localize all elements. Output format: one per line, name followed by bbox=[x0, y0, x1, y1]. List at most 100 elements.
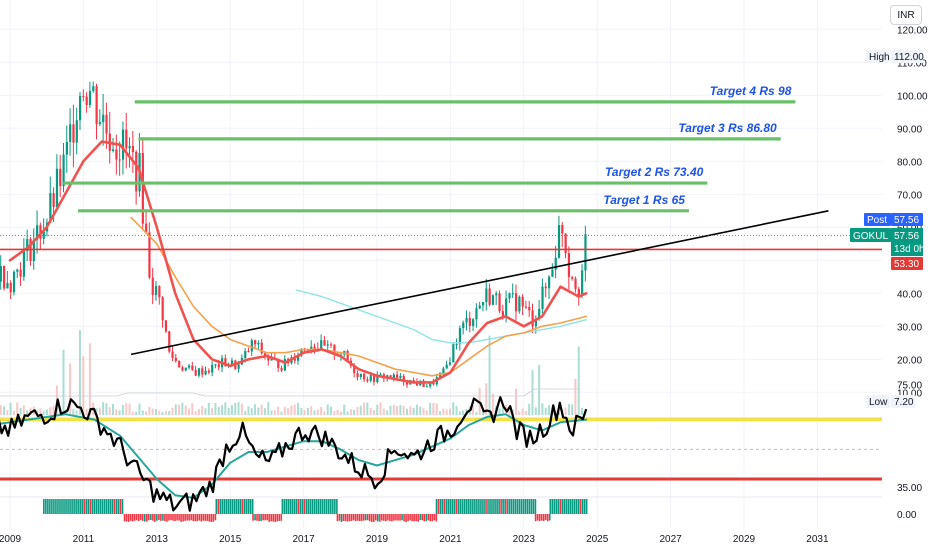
histogram-bar bbox=[190, 514, 192, 521]
volume-bar bbox=[280, 411, 283, 415]
x-tick-label: 2029 bbox=[733, 534, 756, 545]
histogram-bar bbox=[391, 514, 393, 522]
volume-bar bbox=[22, 405, 25, 415]
histogram-bar bbox=[307, 499, 310, 514]
volume-bar bbox=[270, 410, 273, 415]
volume-bar bbox=[419, 406, 422, 415]
volume-bar bbox=[541, 403, 544, 415]
currency-button[interactable]: INR bbox=[890, 5, 922, 25]
low-label: Low bbox=[869, 397, 888, 408]
histogram-bar bbox=[354, 514, 357, 522]
x-tick-label: 2011 bbox=[73, 534, 95, 545]
histogram-bar bbox=[297, 499, 300, 514]
candle-body bbox=[191, 365, 194, 370]
volume-bar bbox=[376, 404, 379, 415]
volume-bar bbox=[178, 404, 181, 415]
histogram-bar bbox=[95, 499, 98, 514]
candle-body bbox=[257, 342, 260, 345]
volume-bar bbox=[184, 405, 187, 415]
histogram-bar bbox=[459, 499, 462, 514]
volume-bar bbox=[145, 411, 148, 415]
candle-body bbox=[465, 318, 468, 323]
y-tick-label: 120.00 bbox=[897, 25, 928, 36]
histogram-bar bbox=[536, 514, 539, 521]
candle-body bbox=[283, 358, 286, 371]
histogram-bar bbox=[154, 514, 156, 522]
histogram-bar bbox=[113, 499, 116, 514]
volume-bar bbox=[392, 404, 395, 415]
histogram-bar bbox=[344, 514, 347, 522]
histogram-bar bbox=[381, 514, 383, 521]
ema-medium-line bbox=[130, 216, 588, 377]
high-label-box bbox=[866, 50, 890, 63]
volume-bar bbox=[425, 410, 428, 415]
candle-body bbox=[330, 344, 333, 346]
volume-bar bbox=[389, 405, 392, 415]
high-label: High bbox=[869, 52, 890, 63]
volume-bar bbox=[78, 330, 81, 415]
histogram-bar bbox=[423, 514, 426, 522]
volume-bar bbox=[207, 402, 210, 415]
histogram-bar bbox=[496, 499, 498, 514]
y-tick-label: 80.00 bbox=[897, 157, 922, 168]
volume-bar bbox=[290, 405, 293, 415]
volume-bar bbox=[85, 408, 88, 415]
histogram-bar bbox=[480, 499, 482, 514]
histogram-bar bbox=[121, 499, 124, 514]
histogram-bar bbox=[585, 499, 588, 514]
volume-bar bbox=[12, 410, 15, 415]
volume-bar bbox=[557, 411, 560, 415]
histogram-bar bbox=[210, 514, 213, 522]
volume-bar bbox=[518, 411, 521, 415]
histogram-bar bbox=[362, 514, 365, 521]
candle-body bbox=[353, 365, 356, 374]
candle-body bbox=[557, 225, 561, 258]
candle-body bbox=[141, 152, 144, 224]
histogram-bar bbox=[245, 499, 248, 514]
volume-bar bbox=[363, 402, 366, 415]
candle-body bbox=[62, 154, 65, 187]
candle-body bbox=[3, 265, 6, 289]
x-tick-label: 2031 bbox=[806, 534, 829, 545]
histogram-bar bbox=[262, 514, 264, 521]
histogram-bar bbox=[299, 499, 302, 514]
histogram-bar bbox=[289, 499, 292, 514]
volume-bar bbox=[382, 408, 385, 415]
volume-bar bbox=[349, 409, 352, 415]
histogram-bar bbox=[336, 514, 339, 522]
candle-body bbox=[69, 124, 72, 142]
histogram-bar bbox=[301, 499, 304, 514]
histogram-bar bbox=[366, 514, 369, 521]
histogram-bar bbox=[280, 514, 283, 521]
histogram-bar bbox=[534, 499, 537, 514]
histogram-bar bbox=[385, 514, 387, 522]
candle-body bbox=[544, 286, 547, 289]
histogram-bar bbox=[182, 514, 184, 522]
candle-body bbox=[372, 375, 376, 383]
high-value: 112.00 bbox=[894, 52, 924, 63]
histogram-bar bbox=[364, 514, 367, 521]
volume-bar bbox=[544, 407, 547, 415]
candle-body bbox=[145, 223, 148, 233]
candle-body bbox=[154, 286, 158, 295]
volume-bar bbox=[148, 407, 151, 415]
candle-body bbox=[201, 368, 204, 375]
histogram-bar bbox=[330, 499, 332, 514]
oscillator-tick-label: 35.00 bbox=[897, 483, 922, 494]
candle-body bbox=[158, 286, 161, 298]
volume-bar bbox=[49, 407, 52, 415]
volume-bar bbox=[69, 363, 72, 415]
histogram-bar bbox=[168, 514, 170, 521]
histogram-bar bbox=[336, 499, 338, 514]
trendline bbox=[130, 210, 829, 356]
volume-bar bbox=[402, 405, 405, 415]
volume-bar bbox=[574, 378, 577, 415]
histogram-bar bbox=[200, 514, 203, 522]
volume-bar bbox=[95, 408, 98, 415]
candle-body bbox=[448, 362, 452, 365]
volume-bar bbox=[128, 403, 131, 415]
histogram-bar bbox=[565, 499, 568, 514]
histogram-bar bbox=[105, 499, 108, 514]
candle-body bbox=[363, 373, 366, 380]
histogram-bar bbox=[252, 514, 254, 521]
